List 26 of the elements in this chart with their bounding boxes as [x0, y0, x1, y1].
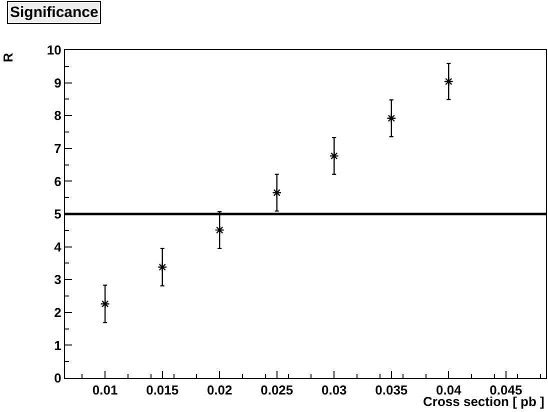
y-tick-label: 7 [54, 140, 62, 156]
x-tick-label: 0.025 [260, 382, 294, 398]
y-tick-label: 10 [46, 42, 62, 58]
point [100, 299, 110, 309]
chart-title: Significance [10, 4, 98, 21]
x-tick-label: 0.03 [321, 382, 347, 398]
x-tick-label: 0.02 [206, 382, 232, 398]
point [158, 262, 168, 272]
y-tick-label: 3 [54, 272, 62, 288]
y-tick-label: 9 [54, 75, 62, 90]
point [444, 76, 454, 86]
x-tick-label: 0.035 [375, 382, 408, 398]
point [329, 151, 339, 161]
y-tick-label: 2 [54, 304, 62, 320]
y-axis-title: R [0, 52, 16, 62]
point [214, 225, 224, 235]
x-tick-label: 0.015 [146, 382, 179, 398]
y-tick-label: 8 [54, 108, 62, 124]
y-tick-label: 6 [54, 174, 62, 189]
y-tick-label: 5 [54, 206, 62, 222]
x-tick-label: 0.01 [92, 382, 118, 398]
point [386, 113, 396, 124]
point [272, 188, 282, 198]
y-tick-label: 0 [54, 370, 62, 386]
y-tick-label: 4 [54, 239, 62, 254]
y-tick-label: 1 [54, 338, 62, 353]
